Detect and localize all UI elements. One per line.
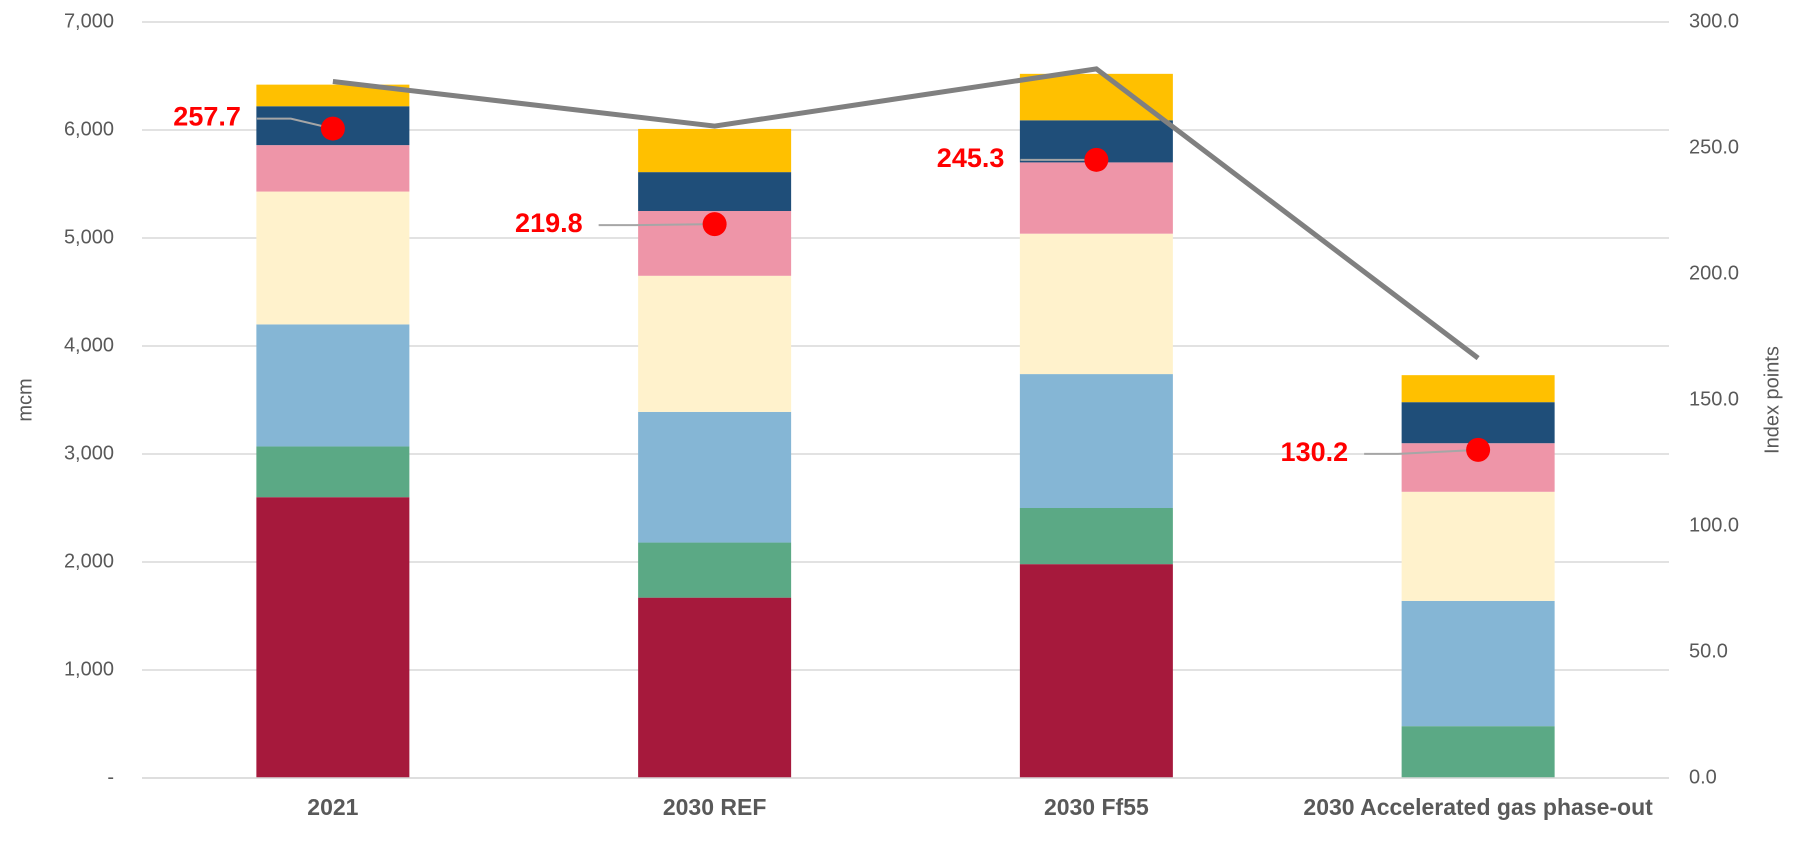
bar-segment: [256, 191, 410, 325]
point: [1466, 437, 1491, 462]
point: [320, 116, 345, 141]
y-tick-label: 4,000: [64, 334, 114, 356]
y2-tick-label: 300.0: [1689, 10, 1739, 32]
y2-tick-label: 150.0: [1689, 388, 1739, 410]
y-tick-label: 2,000: [64, 550, 114, 572]
leader-line: [598, 223, 715, 227]
bar-segment: [638, 597, 792, 778]
line-series: [332, 66, 1480, 361]
bar-segment: [1401, 491, 1555, 601]
bar-segment: [256, 446, 410, 498]
y-tick-label: 5,000: [64, 226, 114, 248]
data-label: 130.2: [1281, 437, 1349, 467]
bar-segment: [1401, 600, 1555, 727]
y-tick-label: 6,000: [64, 118, 114, 140]
bar-segment: [256, 497, 410, 778]
x-tick-label: 2030 Accelerated gas phase-out: [1303, 794, 1653, 820]
leader-line: [256, 117, 334, 130]
y-tick-label: -: [107, 766, 114, 788]
bar-segment: [1019, 233, 1173, 375]
point: [702, 212, 727, 237]
bar-segment: [1019, 374, 1173, 508]
bar-segment: [1019, 162, 1173, 234]
y2-axis-label: Index points: [1761, 346, 1783, 454]
y-tick-label: 1,000: [64, 658, 114, 680]
y2-tick-label: 0.0: [1689, 766, 1717, 788]
bar-segment: [638, 128, 792, 173]
bar-segment: [1401, 402, 1555, 444]
bar-segment: [638, 172, 792, 211]
bar-segment: [1019, 73, 1173, 121]
data-label: 219.8: [515, 208, 583, 238]
bar-segment: [638, 411, 792, 543]
bar-segment: [1019, 564, 1173, 778]
y-axis-label: mcm: [14, 378, 36, 421]
y2-tick-label: 250.0: [1689, 136, 1739, 158]
data-label: 245.3: [937, 143, 1005, 173]
y-tick-label: 3,000: [64, 442, 114, 464]
x-tick-label: 2021: [307, 794, 359, 820]
y2-tick-label: 100.0: [1689, 514, 1739, 536]
x-tick-label: 2030 Ff55: [1043, 794, 1149, 820]
bar-segment: [1019, 508, 1173, 565]
y2-tick-label: 200.0: [1689, 262, 1739, 284]
x-tick-label: 2030 REF: [662, 794, 767, 820]
bar-segment: [256, 145, 410, 192]
y2-tick-label: 50.0: [1689, 640, 1728, 662]
bar-segment: [256, 324, 410, 447]
bar-segment: [638, 275, 792, 412]
bar-segment: [256, 84, 410, 107]
leader-line: [1364, 448, 1479, 455]
bar-segment: [1401, 375, 1555, 403]
bar-segment: [638, 542, 792, 598]
y-tick-label: 7,000: [64, 10, 114, 32]
bar-segment: [1401, 726, 1555, 778]
point: [1084, 147, 1109, 172]
data-label: 257.7: [173, 102, 241, 132]
